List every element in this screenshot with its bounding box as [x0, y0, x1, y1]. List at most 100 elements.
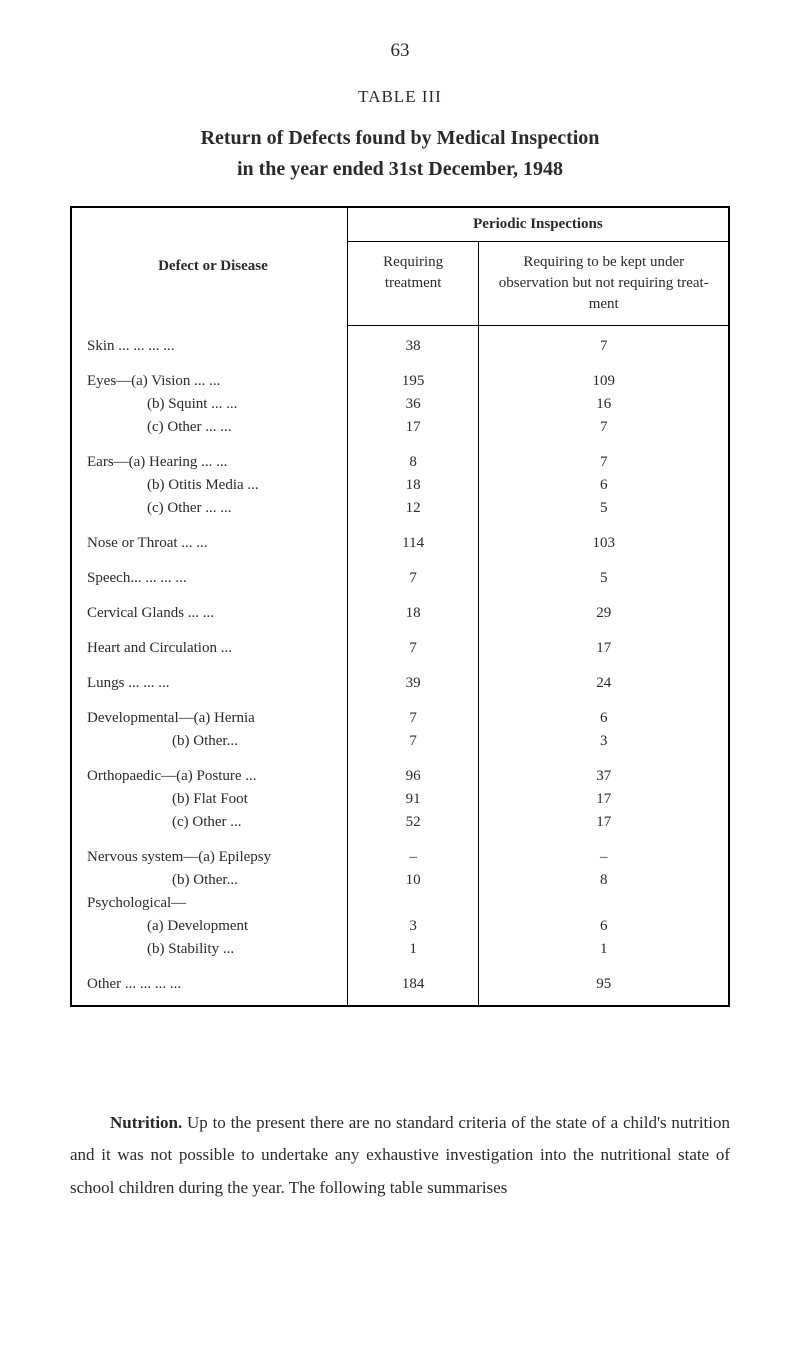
defect-cell: (b) Other... — [71, 730, 347, 753]
table-row: Nose or Throat ... ...114103 — [71, 532, 729, 555]
requiring-cell — [347, 892, 479, 915]
table-row: Developmental—(a) Hernia76 — [71, 707, 729, 730]
defect-cell: (c) Other ... — [71, 811, 347, 834]
observation-cell: 95 — [479, 973, 729, 1006]
table-body: Skin ... ... ... ...387Eyes—(a) Vision .… — [71, 326, 729, 1007]
defect-cell: Eyes—(a) Vision ... ... — [71, 370, 347, 393]
table-row: Eyes—(a) Vision ... ...195109 — [71, 370, 729, 393]
table-row: (b) Stability ...11 — [71, 938, 729, 961]
title-line-2: in the year ended 31st December, 1948 — [70, 158, 730, 181]
requiring-cell: 38 — [347, 326, 479, 359]
header-requiring: Requiring treatment — [347, 242, 479, 326]
defect-cell: (a) Development — [71, 915, 347, 938]
nutrition-lead: Nutrition. — [110, 1113, 182, 1132]
observation-cell: 103 — [479, 532, 729, 555]
defect-cell: Heart and Circulation ... — [71, 637, 347, 660]
observation-cell: 3 — [479, 730, 729, 753]
table-number: TABLE III — [70, 87, 730, 107]
spacer-row — [71, 961, 729, 973]
requiring-cell: 36 — [347, 393, 479, 416]
requiring-cell: 114 — [347, 532, 479, 555]
table-row: Lungs ... ... ...3924 — [71, 672, 729, 695]
defect-cell: Cervical Glands ... ... — [71, 602, 347, 625]
table-row: (a) Development36 — [71, 915, 729, 938]
table-row: (c) Other ...5217 — [71, 811, 729, 834]
observation-cell: 6 — [479, 707, 729, 730]
requiring-cell: 91 — [347, 788, 479, 811]
table-row: (b) Other...108 — [71, 869, 729, 892]
requiring-cell: 7 — [347, 730, 479, 753]
defect-cell: (b) Otitis Media ... — [71, 474, 347, 497]
requiring-cell: 18 — [347, 474, 479, 497]
title-line-1: Return of Defects found by Medical Inspe… — [70, 127, 730, 150]
spacer-row — [71, 439, 729, 451]
defect-cell: Ears—(a) Hearing ... ... — [71, 451, 347, 474]
observation-cell: 1 — [479, 938, 729, 961]
page-number: 63 — [70, 40, 730, 62]
header-periodic: Periodic Inspections — [347, 207, 729, 242]
table-row: (c) Other ... ...177 — [71, 416, 729, 439]
table-row: (b) Flat Foot9117 — [71, 788, 729, 811]
table-row: Ears—(a) Hearing ... ...87 — [71, 451, 729, 474]
observation-cell: 6 — [479, 915, 729, 938]
requiring-cell: 52 — [347, 811, 479, 834]
header-defect: Defect or Disease — [71, 207, 347, 326]
defect-cell: Speech... ... ... ... — [71, 567, 347, 590]
defect-cell: Other ... ... ... ... — [71, 973, 347, 1006]
defect-cell: Psychological— — [71, 892, 347, 915]
table-row: Cervical Glands ... ...1829 — [71, 602, 729, 625]
defect-cell: Skin ... ... ... ... — [71, 326, 347, 359]
observation-cell: 109 — [479, 370, 729, 393]
requiring-cell: 12 — [347, 497, 479, 520]
requiring-cell: 10 — [347, 869, 479, 892]
defect-cell: Nose or Throat ... ... — [71, 532, 347, 555]
requiring-cell: 96 — [347, 765, 479, 788]
observation-cell: 24 — [479, 672, 729, 695]
table-row: Skin ... ... ... ...387 — [71, 326, 729, 359]
defect-cell: Orthopaedic—(a) Posture ... — [71, 765, 347, 788]
defect-cell: Lungs ... ... ... — [71, 672, 347, 695]
defects-table: Defect or Disease Periodic Inspections R… — [70, 206, 730, 1007]
requiring-cell: 184 — [347, 973, 479, 1006]
requiring-cell: 3 — [347, 915, 479, 938]
observation-cell: 8 — [479, 869, 729, 892]
spacer-row — [71, 520, 729, 532]
table-row: (b) Other...73 — [71, 730, 729, 753]
defect-cell: (c) Other ... ... — [71, 497, 347, 520]
table-row: Psychological— — [71, 892, 729, 915]
observation-cell: 5 — [479, 497, 729, 520]
observation-cell: 17 — [479, 788, 729, 811]
observation-cell: 5 — [479, 567, 729, 590]
observation-cell: 37 — [479, 765, 729, 788]
requiring-cell: 39 — [347, 672, 479, 695]
spacer-row — [71, 753, 729, 765]
requiring-cell: 18 — [347, 602, 479, 625]
table-row: Heart and Circulation ...717 — [71, 637, 729, 660]
header-observation: Requiring to be kept under observation b… — [479, 242, 729, 326]
defect-cell: (b) Stability ... — [71, 938, 347, 961]
requiring-cell: 7 — [347, 707, 479, 730]
spacer-row — [71, 555, 729, 567]
table-row: (b) Otitis Media ...186 — [71, 474, 729, 497]
requiring-cell: 17 — [347, 416, 479, 439]
spacer-row — [71, 660, 729, 672]
defect-cell: Developmental—(a) Hernia — [71, 707, 347, 730]
table-row: Nervous system—(a) Epilepsy–– — [71, 846, 729, 869]
observation-cell: – — [479, 846, 729, 869]
requiring-cell: 8 — [347, 451, 479, 474]
observation-cell: 7 — [479, 451, 729, 474]
spacer-row — [71, 358, 729, 370]
observation-cell: 17 — [479, 811, 729, 834]
defect-cell: Nervous system—(a) Epilepsy — [71, 846, 347, 869]
defect-cell: (b) Other... — [71, 869, 347, 892]
observation-cell: 6 — [479, 474, 729, 497]
requiring-cell: 7 — [347, 637, 479, 660]
defect-cell: (c) Other ... ... — [71, 416, 347, 439]
table-row: Speech... ... ... ...75 — [71, 567, 729, 590]
requiring-cell: 7 — [347, 567, 479, 590]
observation-cell — [479, 892, 729, 915]
observation-cell: 17 — [479, 637, 729, 660]
defect-cell: (b) Squint ... ... — [71, 393, 347, 416]
table-row: Orthopaedic—(a) Posture ...9637 — [71, 765, 729, 788]
observation-cell: 16 — [479, 393, 729, 416]
